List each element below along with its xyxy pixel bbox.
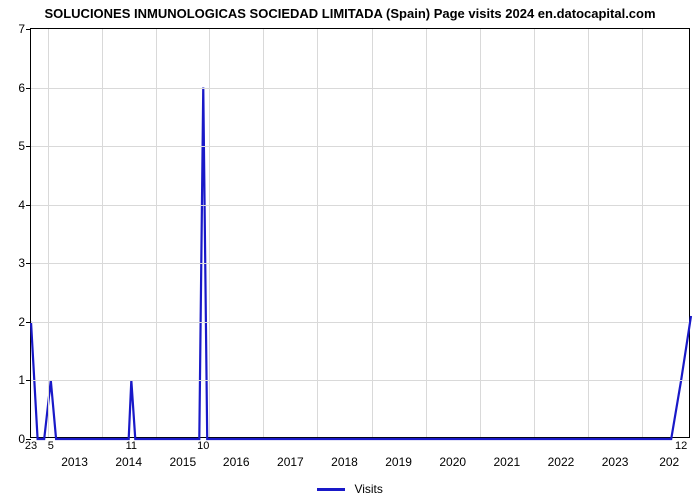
x-tick-label: 2018 (331, 455, 358, 469)
x-tick-label: 2021 (494, 455, 521, 469)
x-gridline (48, 29, 49, 437)
y-tick (26, 88, 31, 89)
x-tick-label: 2014 (115, 455, 142, 469)
x-gridline (102, 29, 103, 437)
x-tick-label: 2019 (385, 455, 412, 469)
y-tick-label: 2 (18, 315, 25, 329)
data-point-label: 12 (675, 440, 687, 452)
x-gridline (588, 29, 589, 437)
y-tick-label: 6 (18, 81, 25, 95)
x-tick-label: 2017 (277, 455, 304, 469)
x-gridline (263, 29, 264, 437)
x-gridline (480, 29, 481, 437)
legend: Visits (0, 482, 700, 496)
legend-swatch (317, 488, 345, 491)
x-tick-label: 202 (659, 455, 679, 469)
chart-title: SOLUCIONES INMUNOLOGICAS SOCIEDAD LIMITA… (0, 6, 700, 21)
x-gridline (642, 29, 643, 437)
data-point-label: 23 (25, 440, 37, 452)
y-tick (26, 29, 31, 30)
x-tick-label: 2023 (602, 455, 629, 469)
x-gridline (209, 29, 210, 437)
legend-label: Visits (354, 482, 382, 496)
x-gridline (372, 29, 373, 437)
y-tick (26, 263, 31, 264)
data-point-label: 11 (126, 440, 137, 452)
x-tick-label: 2022 (548, 455, 575, 469)
y-tick (26, 380, 31, 381)
y-tick (26, 322, 31, 323)
x-gridline (317, 29, 318, 437)
y-tick (26, 146, 31, 147)
x-tick-label: 2015 (169, 455, 196, 469)
y-tick-label: 3 (18, 256, 25, 270)
data-point-label: 5 (48, 440, 54, 452)
y-tick-label: 4 (18, 198, 25, 212)
plot-area: 0123456720132014201520162017201820192020… (30, 28, 690, 438)
y-gridline (31, 322, 689, 323)
y-tick-label: 5 (18, 139, 25, 153)
y-tick-label: 1 (18, 373, 25, 387)
y-gridline (31, 146, 689, 147)
y-tick (26, 205, 31, 206)
x-gridline (426, 29, 427, 437)
x-gridline (156, 29, 157, 437)
y-gridline (31, 380, 689, 381)
y-tick-label: 7 (18, 22, 25, 36)
line-series (31, 29, 691, 439)
x-gridline (534, 29, 535, 437)
x-tick-label: 2020 (439, 455, 466, 469)
x-tick-label: 2016 (223, 455, 250, 469)
y-gridline (31, 88, 689, 89)
y-gridline (31, 263, 689, 264)
x-tick-label: 2013 (61, 455, 88, 469)
y-gridline (31, 205, 689, 206)
data-point-label: 10 (197, 440, 209, 452)
